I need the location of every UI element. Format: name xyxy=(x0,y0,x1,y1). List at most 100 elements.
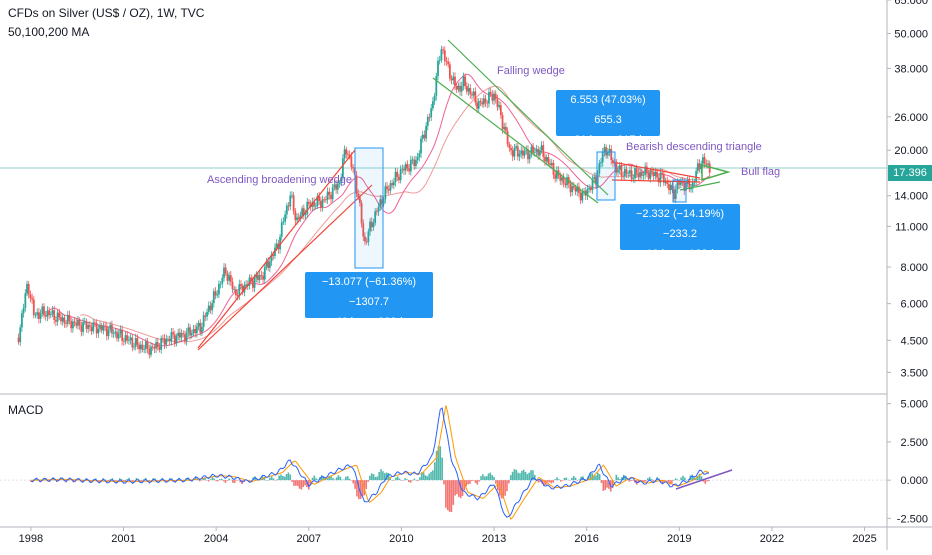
annotation-ascending-wedge[interactable]: Ascending broadening wedge xyxy=(207,174,352,186)
macd-histogram-bar xyxy=(647,478,649,481)
macd-histogram-bar xyxy=(661,480,664,485)
macd-histogram-bar xyxy=(328,475,330,481)
candle-body xyxy=(425,125,428,139)
macd-histogram-bar xyxy=(565,477,568,481)
macd-histogram-bar xyxy=(546,480,549,483)
annotation-falling-wedge[interactable]: Falling wedge xyxy=(497,65,565,77)
candle-body xyxy=(341,158,344,178)
candle-body xyxy=(83,321,86,323)
candle-body xyxy=(516,146,519,157)
annotation-bearish-triangle[interactable]: Bearish descending triangle xyxy=(626,141,762,153)
candle-body xyxy=(377,206,380,212)
macd-histogram-bar xyxy=(454,480,456,496)
macd-histogram-bar xyxy=(567,479,569,481)
measure-box-2018[interactable]: −2.332 (−14.19%) −233.2 19 bars, 133d xyxy=(620,204,740,260)
candle-body xyxy=(572,186,575,188)
candle-body xyxy=(488,92,490,104)
price-tick-label: 6.000 xyxy=(900,299,928,311)
macd-histogram-bar xyxy=(708,480,710,482)
macd-histogram-bar xyxy=(665,480,668,481)
macd-histogram-bar xyxy=(309,480,312,485)
candle-body xyxy=(17,337,20,343)
candle-body xyxy=(679,181,682,185)
macd-label: MACD xyxy=(8,403,44,417)
macd-histogram-bar xyxy=(135,478,138,481)
macd-histogram-bar xyxy=(641,480,644,482)
candle-body xyxy=(421,134,424,139)
candle-body xyxy=(707,163,709,165)
candle-body xyxy=(92,322,95,332)
candle-body xyxy=(139,344,142,350)
macd-histogram-bar xyxy=(678,479,681,481)
measure-rect-2016[interactable] xyxy=(596,151,616,201)
macd-histogram-bar xyxy=(569,480,571,481)
macd-histogram-bar xyxy=(478,480,481,482)
macd-histogram-bar xyxy=(643,480,645,483)
candle-body xyxy=(571,186,574,193)
macd-histogram-bar xyxy=(559,480,562,482)
macd-histogram-bar xyxy=(343,479,345,481)
macd-histogram-bar xyxy=(676,479,679,481)
candle-body xyxy=(29,294,32,298)
candle-body xyxy=(489,92,492,95)
candle-body xyxy=(661,172,664,175)
candle-body xyxy=(32,299,35,316)
candle-body xyxy=(284,214,287,222)
macd-histogram-bar xyxy=(448,480,451,512)
candle-body xyxy=(494,93,497,100)
candle-body xyxy=(513,148,516,157)
measure-rect-2018[interactable] xyxy=(672,179,687,203)
macd-histogram-bar xyxy=(283,476,286,481)
candle-body xyxy=(433,95,436,102)
macd-histogram-bar xyxy=(467,480,469,485)
macd-histogram-bar xyxy=(489,472,492,481)
candle-body xyxy=(111,324,113,334)
candle-body xyxy=(347,154,349,156)
candle-body xyxy=(562,177,565,184)
candle-body xyxy=(620,165,623,176)
candle-body xyxy=(676,182,679,190)
candle-body xyxy=(34,314,37,316)
candle-body xyxy=(296,217,298,221)
candle-body xyxy=(522,150,524,156)
candle-body xyxy=(596,173,599,185)
macd-histogram-bar xyxy=(435,450,438,481)
macd-histogram-bar xyxy=(233,480,236,484)
macd-histogram-bar xyxy=(463,480,466,491)
candle-body xyxy=(265,261,268,268)
measure-box-2018-line1: −2.332 (−14.19%) −233.2 xyxy=(635,208,725,240)
candle-body xyxy=(628,170,631,174)
macd-histogram-bar xyxy=(471,480,473,482)
x-tick-label: 2013 xyxy=(482,533,506,545)
candle-body xyxy=(184,334,186,342)
macd-histogram-bar xyxy=(306,480,308,488)
candle-body xyxy=(375,211,378,213)
x-tick-label: 2016 xyxy=(574,533,598,545)
annotation-bull-flag[interactable]: Bull flag xyxy=(741,166,781,178)
candle-body xyxy=(202,315,205,327)
candle-body xyxy=(107,329,110,337)
macd-histogram-bar xyxy=(202,477,204,481)
candle-body xyxy=(639,171,641,178)
measure-rect-2008[interactable] xyxy=(354,147,384,269)
candle-body xyxy=(163,338,166,345)
macd-histogram-bar xyxy=(611,480,614,488)
candle-body xyxy=(476,102,478,109)
candle-body xyxy=(36,312,39,315)
measure-box-2016[interactable]: 6.553 (47.03%) 655.3 31 bars, 217d xyxy=(556,90,660,146)
macd-histogram-bar xyxy=(385,472,388,481)
candle-body xyxy=(168,338,171,341)
candle-body xyxy=(623,169,626,177)
macd-histogram-bar xyxy=(687,479,690,481)
candle-body xyxy=(248,277,251,286)
candle-body xyxy=(447,61,450,65)
measure-box-2008[interactable]: −13.077 (−61.36%) −1307.7 46 bars, 322d xyxy=(305,272,433,328)
macd-histogram-bar xyxy=(706,480,708,482)
candle-body xyxy=(481,102,484,105)
macd-histogram-bar xyxy=(517,472,519,481)
macd-histogram-bar xyxy=(691,474,694,481)
macd-histogram-bar xyxy=(220,478,223,481)
candle-body xyxy=(170,332,173,341)
